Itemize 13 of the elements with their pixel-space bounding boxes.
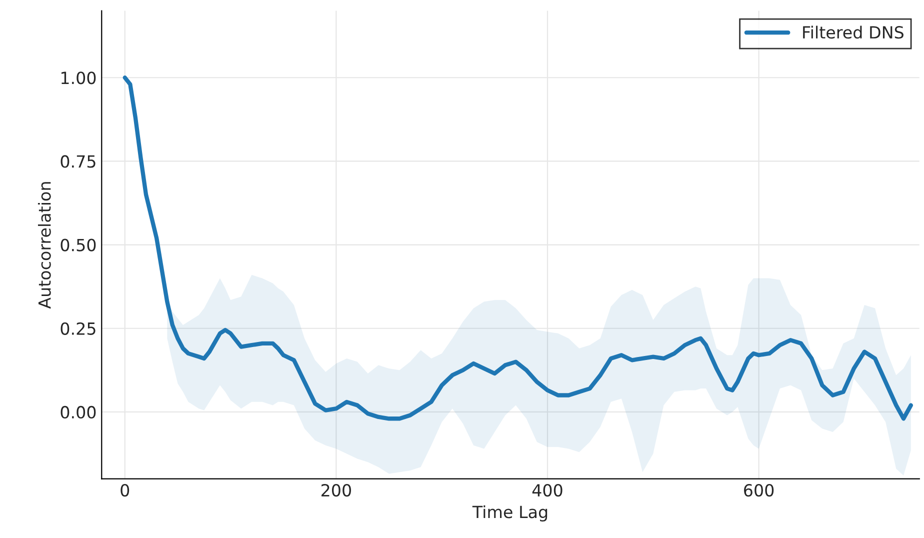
y-tick-label: 0.25 [60,322,96,335]
x-tick-label: 400 [532,484,562,497]
x-tick-label: 600 [744,484,774,497]
y-axis-title: Autocorrelation [38,182,51,309]
x-tick-label: 200 [322,484,351,497]
y-tick-label: 0.50 [60,238,96,252]
y-tick-label: 0.75 [60,155,96,168]
y-tick-label: 0.00 [60,406,96,419]
legend-label: Filtered DNS [803,26,904,39]
x-tick-label: 0 [120,484,130,497]
y-tick-label: 1.00 [62,72,96,84]
x-axis-title: Time Lag [472,505,548,522]
line-series [122,76,914,421]
